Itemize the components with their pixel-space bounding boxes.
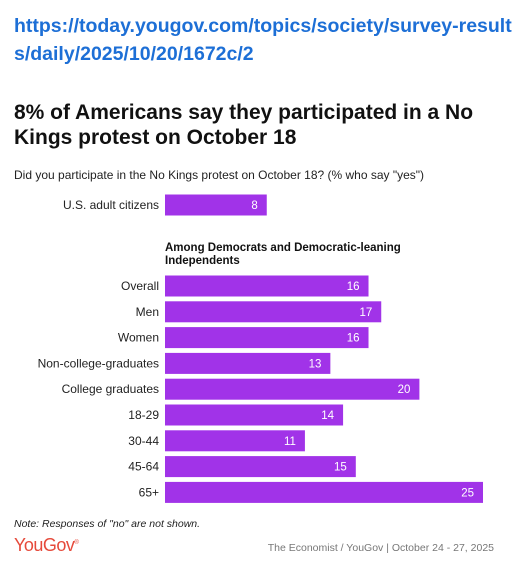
dem-bar-5 <box>165 404 344 426</box>
dem-category-label-8: 65+ <box>139 485 159 499</box>
dem-bar-2 <box>165 327 369 349</box>
dem-value-label-8: 25 <box>461 487 474 499</box>
dem-category-label-4: College graduates <box>62 382 159 396</box>
group-heading: Among Democrats and Democratic-leaning In… <box>165 242 401 267</box>
dem-value-label-7: 15 <box>334 462 347 474</box>
dem-bar-8 <box>165 481 483 503</box>
dem-category-label-6: 30-44 <box>128 434 159 448</box>
dem-bar-3 <box>165 352 331 374</box>
dem-category-label-1: Men <box>136 305 159 319</box>
dem-bar-6 <box>165 430 305 452</box>
dem-value-label-6: 11 <box>284 436 296 448</box>
chart-subtitle: Did you participate in the No Kings prot… <box>14 168 425 182</box>
overall-value-label-0: 8 <box>251 200 257 212</box>
source-credit: The Economist / YouGov | October 24 - 27… <box>267 542 494 554</box>
dem-value-label-5: 14 <box>321 410 334 422</box>
dem-category-label-0: Overall <box>121 279 159 293</box>
dem-bar-7 <box>165 456 356 478</box>
dem-value-label-2: 16 <box>347 333 360 345</box>
dem-category-label-5: 18-29 <box>128 408 159 422</box>
chart-note: Note: Responses of "no" are not shown. <box>14 518 201 530</box>
source-url[interactable]: https://today.yougov.com/topics/society/… <box>14 15 512 65</box>
dem-category-label-3: Non-college-graduates <box>38 356 159 370</box>
dem-bar-0 <box>165 275 369 297</box>
dem-value-label-0: 16 <box>347 281 360 293</box>
overall-bar-0 <box>165 194 267 216</box>
overall-category-label-0: U.S. adult citizens <box>63 198 159 212</box>
dem-value-label-3: 13 <box>309 358 322 370</box>
chart-title: 8% of Americans say they participated in… <box>14 101 474 149</box>
yougov-logo: YouGov® <box>14 535 79 555</box>
dem-value-label-1: 17 <box>359 307 372 319</box>
dem-bar-4 <box>165 378 420 400</box>
dem-category-label-2: Women <box>118 331 159 345</box>
dem-category-label-7: 45-64 <box>128 460 159 474</box>
dem-value-label-4: 20 <box>398 384 411 396</box>
dem-bar-1 <box>165 301 382 323</box>
